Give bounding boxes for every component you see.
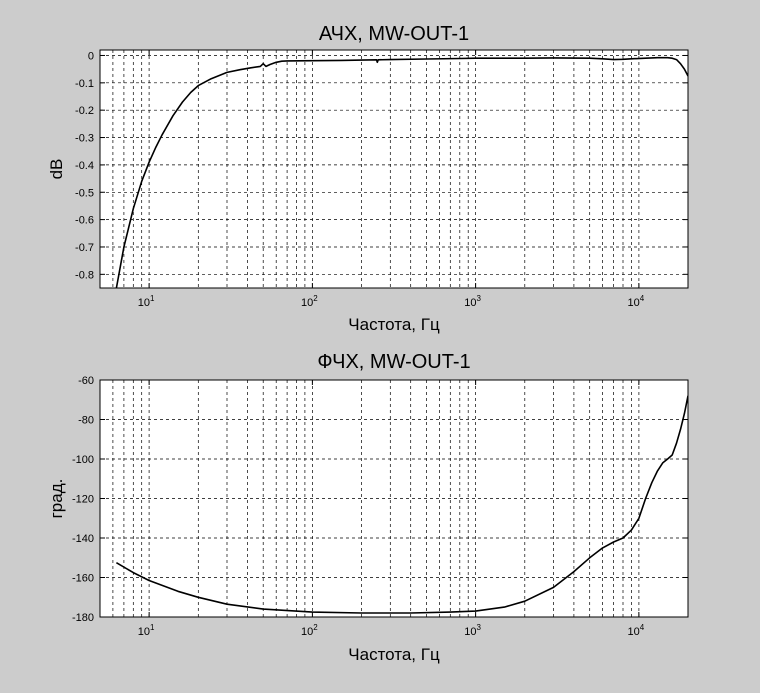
x-tick-label: 102 [301, 623, 318, 638]
y-tick-label: -0.5 [75, 187, 94, 199]
grid-lines [100, 50, 688, 288]
y-tick-label: -60 [78, 375, 94, 387]
y-tick-label: -160 [72, 573, 94, 585]
y-tick-label: -100 [72, 454, 94, 466]
y-tick-label: -0.6 [75, 215, 94, 227]
y-tick-label: -180 [72, 612, 94, 624]
y-tick-label: -0.4 [75, 160, 94, 172]
y-tick-label: -0.7 [75, 242, 94, 254]
x-tick-label: 104 [628, 623, 645, 638]
y-tick-label: -0.3 [75, 133, 94, 145]
y-axis-label: dB [47, 159, 66, 180]
x-tick-label: 104 [628, 294, 645, 309]
y-axis-label: град. [47, 479, 66, 519]
x-tick-label: 101 [138, 294, 155, 309]
chart-title: АЧХ, MW-OUT-1 [319, 23, 469, 45]
x-axis-label: Частота, Гц [348, 645, 440, 664]
y-tick-label: -80 [78, 415, 94, 427]
series-line [115, 56, 688, 288]
x-tick-label: 103 [464, 623, 481, 638]
series-line [115, 395, 688, 614]
phase-response-plot: -60 -80 -100 -120 -140 -160 -180 101 102 103 104 ФЧ… [47, 351, 689, 664]
axes-frame [99, 49, 689, 289]
x-tick-label: 102 [301, 294, 318, 309]
y-tick-label: -140 [72, 533, 94, 545]
x-tick-label: 103 [464, 294, 481, 309]
y-tick-label: -120 [72, 494, 94, 506]
amplitude-response-plot: 0 -0.1 -0.2 -0.3 -0.4 -0.5 -0.6 -0.7 -0.8 101 102 1… [47, 23, 689, 334]
y-tick-label: 0 [88, 50, 94, 62]
x-tick-label: 101 [138, 623, 155, 638]
y-tick-label: -0.2 [75, 105, 94, 117]
x-axis-label: Частота, Гц [348, 315, 440, 334]
plot-area [100, 50, 688, 288]
y-tick-label: -0.8 [75, 269, 94, 281]
chart-title: ФЧХ, MW-OUT-1 [317, 351, 470, 373]
y-tick-label: -0.1 [75, 78, 94, 90]
grid-lines [100, 380, 688, 617]
